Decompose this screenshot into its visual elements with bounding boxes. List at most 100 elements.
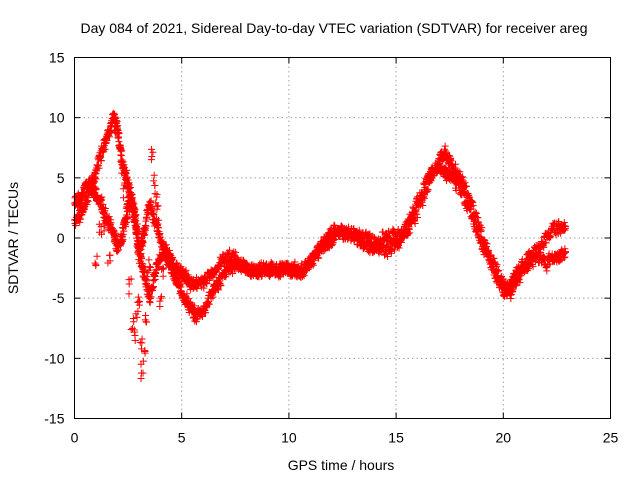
data-point <box>240 259 248 267</box>
data-point <box>99 200 107 208</box>
data-point <box>291 258 299 266</box>
data-point <box>80 191 88 199</box>
data-point <box>226 246 234 254</box>
data-point <box>464 190 472 198</box>
y-axis-title: SDTVAR / TECUs <box>5 182 21 294</box>
data-point <box>485 246 493 254</box>
data-point <box>412 206 420 214</box>
data-point <box>216 262 224 270</box>
data-point <box>138 339 146 347</box>
data-point <box>131 331 139 339</box>
data-point <box>411 219 419 227</box>
data-point <box>150 177 158 185</box>
data-point <box>106 251 114 259</box>
data-point <box>364 239 372 247</box>
y-tick-label: 10 <box>49 110 65 126</box>
data-point <box>516 279 524 287</box>
data-point <box>100 222 108 230</box>
data-point <box>356 235 364 243</box>
data-point <box>122 223 130 231</box>
data-point <box>153 205 161 213</box>
data-point <box>542 239 550 247</box>
data-point <box>394 242 402 250</box>
axis-ticks <box>74 57 611 419</box>
data-point <box>147 197 155 205</box>
data-point <box>309 260 317 268</box>
data-point <box>469 211 477 219</box>
data-point <box>130 318 138 326</box>
data-point <box>472 209 480 217</box>
data-point <box>83 197 91 205</box>
y-tick-label: -5 <box>52 290 65 306</box>
data-point <box>403 227 411 235</box>
data-point <box>452 160 460 168</box>
data-point <box>493 261 501 269</box>
data-point <box>159 272 167 280</box>
data-point <box>159 264 167 272</box>
data-point <box>266 272 274 280</box>
data-point <box>79 192 87 200</box>
data-point <box>561 248 569 256</box>
data-point <box>388 247 396 255</box>
data-point <box>469 198 477 206</box>
data-point <box>436 155 444 163</box>
data-point <box>118 147 126 155</box>
data-point <box>446 155 454 163</box>
data-point <box>297 273 305 281</box>
data-point <box>405 224 413 232</box>
data-point <box>286 263 294 271</box>
data-point <box>473 225 481 233</box>
data-point <box>419 190 427 198</box>
data-point <box>134 307 142 315</box>
data-point <box>154 202 162 210</box>
data-point <box>119 230 127 238</box>
data-point <box>111 129 119 137</box>
data-point <box>123 213 131 221</box>
data-point <box>147 156 155 164</box>
data-point <box>561 224 569 232</box>
data-point <box>355 229 363 237</box>
data-point <box>190 302 198 310</box>
data-point <box>157 294 165 302</box>
x-tick-label: 25 <box>603 430 619 446</box>
data-point <box>538 238 546 246</box>
data-point <box>101 145 109 153</box>
data-point <box>92 261 100 269</box>
data-point <box>154 262 162 270</box>
data-point <box>119 194 127 202</box>
data-point <box>490 254 498 262</box>
data-point <box>420 191 428 199</box>
y-tick-label: 15 <box>49 50 65 66</box>
data-point <box>118 169 126 177</box>
data-point <box>146 294 154 302</box>
data-point <box>142 318 150 326</box>
data-point <box>84 197 92 205</box>
data-point <box>546 232 554 240</box>
data-point <box>478 223 486 231</box>
data-point <box>136 298 144 306</box>
data-point <box>175 282 183 290</box>
data-point <box>540 243 548 251</box>
data-point <box>263 263 271 271</box>
data-point <box>136 251 144 259</box>
data-point <box>146 298 154 306</box>
data-point <box>118 156 126 164</box>
data-point <box>117 157 125 165</box>
data-point <box>149 148 157 156</box>
data-point <box>315 248 323 256</box>
data-point <box>127 275 135 283</box>
data-point <box>478 235 486 243</box>
data-point <box>460 190 468 198</box>
data-point <box>189 304 197 312</box>
y-tick-label: -15 <box>44 411 64 427</box>
data-point <box>92 184 100 192</box>
data-point <box>111 119 119 127</box>
data-point <box>256 260 264 268</box>
data-point <box>149 283 157 291</box>
data-point <box>183 290 191 298</box>
data-point <box>157 293 165 301</box>
data-point <box>98 193 106 201</box>
data-point <box>119 185 127 193</box>
data-point <box>133 220 141 228</box>
data-point <box>156 297 164 305</box>
